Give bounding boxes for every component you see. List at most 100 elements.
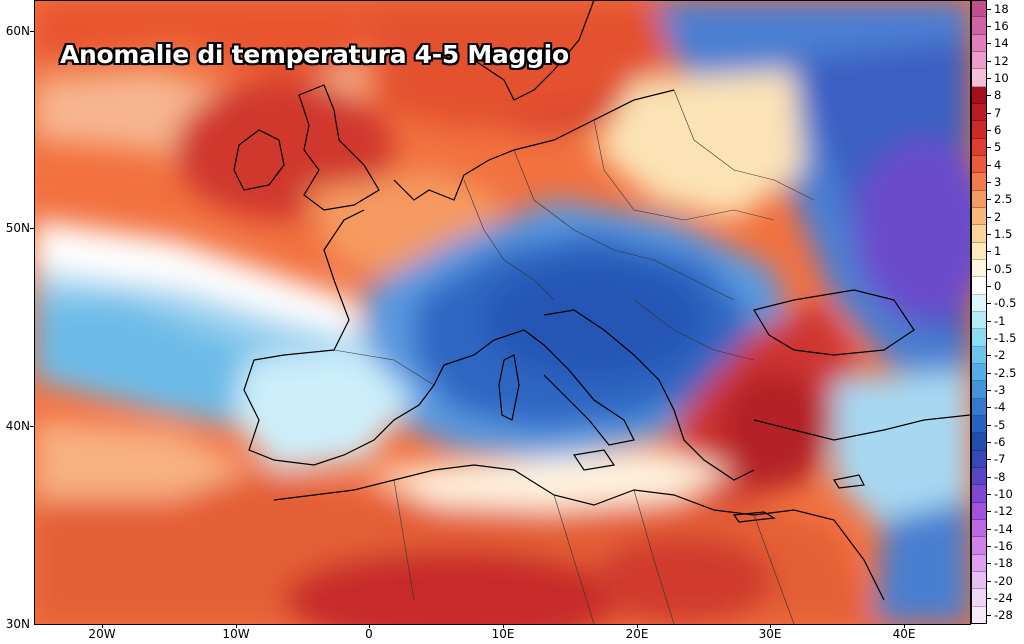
border	[393, 479, 415, 601]
colorbar-swatch	[971, 17, 987, 35]
lon-label: 10E	[491, 627, 515, 641]
coastline	[393, 89, 675, 201]
border	[333, 349, 435, 386]
colorbar-label: -18	[994, 556, 1013, 571]
colorbar-label: -24	[994, 591, 1013, 605]
anomaly-patch	[34, 220, 364, 340]
coastline	[498, 354, 520, 421]
colorbar-tick	[987, 372, 991, 374]
colorbar-tick	[987, 112, 991, 114]
coastline	[243, 209, 445, 466]
colorbar-label: -0.5	[994, 296, 1017, 311]
colorbar-label: 1.5	[994, 227, 1013, 241]
lon-tick	[770, 624, 771, 628]
anomaly-patch	[854, 140, 970, 320]
lon-label: 40E	[892, 627, 916, 641]
colorbar-tick	[987, 598, 991, 599]
lat-label: 60N	[5, 24, 30, 38]
lat-label: 40N	[5, 419, 30, 433]
border	[633, 489, 675, 624]
colorbar-tick	[987, 459, 991, 461]
colorbar-label: -3	[994, 383, 1006, 397]
colorbar-tick	[987, 95, 991, 97]
colorbar-label: 14	[994, 36, 1009, 51]
colorbar-label: -28	[994, 608, 1013, 623]
colorbar-tick	[987, 355, 991, 357]
colorbar-swatch	[971, 156, 987, 174]
colorbar-swatch	[971, 450, 987, 468]
anomaly-field	[34, 0, 970, 624]
colorbar-label: 8	[994, 88, 1002, 103]
colorbar-label: -16	[994, 539, 1013, 553]
colorbar-tick	[987, 216, 991, 218]
coastline	[732, 511, 776, 523]
colorbar-swatch	[971, 416, 987, 434]
colorbar-tick	[987, 268, 991, 270]
map-title: Anomalie di temperatura 4-5 Maggio	[60, 40, 569, 69]
lat-tick	[30, 426, 34, 427]
anomaly-map-svg	[34, 0, 970, 624]
colorbar-label: -4	[994, 400, 1006, 415]
anomaly-patch	[594, 70, 804, 220]
colorbar-swatch	[971, 225, 987, 243]
colorbar-tick	[987, 580, 991, 582]
coastline	[572, 449, 616, 471]
colorbar-label: 6	[994, 123, 1002, 137]
colorbar-tick	[987, 390, 991, 391]
colorbar-tick	[987, 147, 991, 149]
colorbar-swatch	[971, 260, 987, 278]
colorbar-tick	[987, 199, 991, 201]
colorbar-swatch	[971, 572, 987, 590]
colorbar-label: 5	[994, 140, 1002, 155]
colorbar-tick	[987, 424, 991, 426]
anomaly-map	[34, 0, 970, 624]
colorbar-tick	[987, 320, 991, 322]
colorbar-swatch	[971, 34, 987, 52]
colorbar-label: 12	[994, 53, 1009, 68]
colorbar-swatch	[971, 520, 987, 538]
anomaly-patch	[364, 0, 734, 130]
colorbar-label: -6	[994, 435, 1006, 449]
colorbar-swatch	[971, 346, 987, 364]
colorbar-tick	[987, 182, 991, 183]
colorbar-swatch	[971, 329, 987, 347]
anomaly-patch	[719, 370, 829, 490]
colorbar-label: 0.5	[994, 261, 1013, 276]
lon-label: 20W	[88, 627, 116, 641]
colorbar-swatch	[971, 190, 987, 208]
colorbar-swatch	[971, 294, 987, 312]
lat-tick	[30, 31, 34, 32]
colorbar-swatch	[971, 242, 987, 260]
colorbar-label: 7	[994, 105, 1002, 120]
colorbar-tick	[987, 8, 991, 10]
colorbar-label: 1	[994, 244, 1002, 259]
colorbar-tick	[987, 615, 991, 617]
border	[753, 514, 795, 624]
colorbar-swatch	[971, 468, 987, 486]
colorbar-label: -1.5	[994, 331, 1017, 345]
anomaly-patch	[874, 500, 970, 624]
colorbar-label: 4	[994, 157, 1002, 172]
colorbar-label: 10	[994, 71, 1009, 85]
colorbar-border	[971, 0, 987, 624]
colorbar-swatch	[971, 485, 987, 503]
colorbar-label: -20	[994, 573, 1013, 588]
coastline	[298, 84, 380, 211]
lon-label: 30E	[758, 627, 782, 641]
coastline	[753, 289, 915, 356]
colorbar-swatch	[971, 433, 987, 451]
colorbar-label: -2.5	[994, 365, 1017, 380]
lon-tick	[637, 624, 638, 628]
colorbar-swatch	[971, 52, 987, 70]
colorbar-legend: 18 16 14 12 10 8 7 6 5 4 3 2.5 2 1.5 1 0.5 0 -0.5 -1 -1.5 -2…	[971, 0, 1024, 624]
lat-label: 50N	[5, 221, 30, 235]
colorbar-label: 2.5	[994, 192, 1013, 207]
colorbar-tick	[987, 563, 991, 565]
lon-label: 0	[365, 627, 373, 641]
colorbar-tick	[987, 528, 991, 530]
border	[593, 119, 775, 221]
lon-tick	[503, 624, 504, 628]
colorbar-swatch	[971, 398, 987, 416]
colorbar-tick	[987, 338, 991, 339]
colorbar-label: 0	[994, 279, 1002, 293]
